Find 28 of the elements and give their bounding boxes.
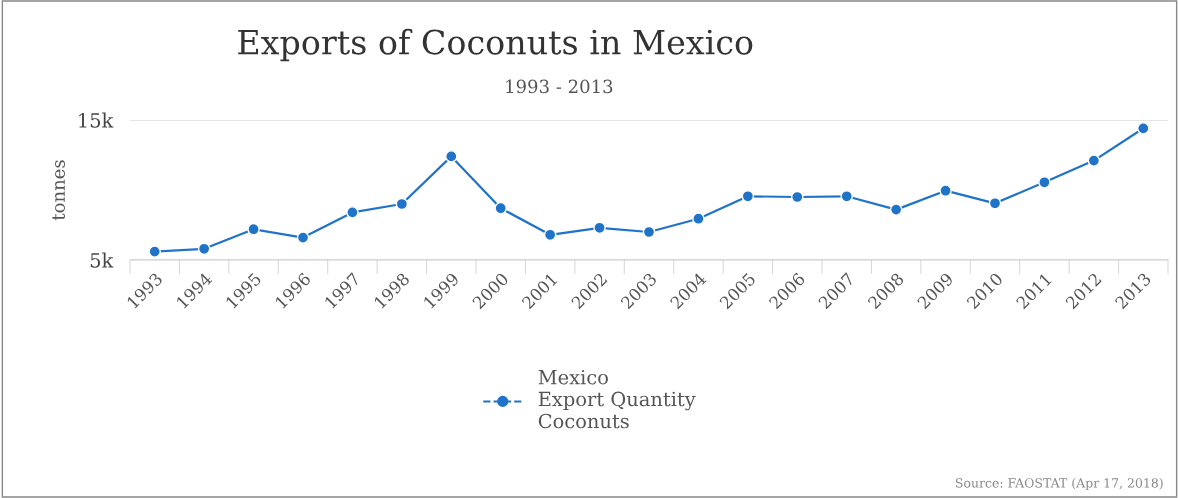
y-axis-title: tonnes [52,160,65,221]
point [692,212,705,225]
point [889,203,903,216]
point [988,197,1002,210]
point [346,206,359,219]
point [741,190,755,203]
point [791,190,804,204]
point [296,231,310,244]
point [1038,176,1051,189]
y-tick-label: 15k [79,112,114,128]
point [148,245,161,258]
point [395,197,409,211]
point [1087,154,1101,167]
point [494,201,507,215]
point [543,228,557,242]
point [1137,122,1150,135]
point [939,184,952,197]
point [197,242,211,256]
legend-label: Mexico Export Quantity Coconuts [538,369,696,429]
point [247,222,260,236]
y-tick-label: 5k [90,252,114,268]
point [642,225,656,239]
point [840,190,853,203]
point [445,150,458,163]
source-note: Source: FAOSTAT (Apr 17, 2018) [955,477,1163,491]
chart-title: Exports of Coconuts in Mexico [238,28,753,62]
chart-subtitle: 1993 - 2013 [506,79,613,94]
point [593,221,606,235]
